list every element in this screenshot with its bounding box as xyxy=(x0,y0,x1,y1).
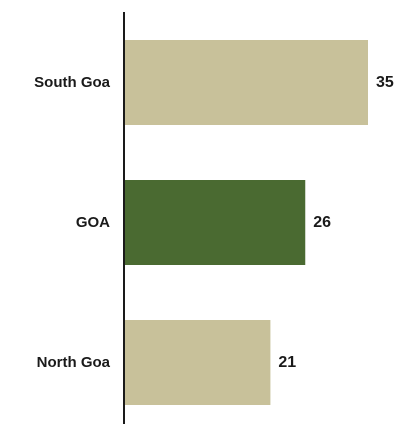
value-label-south-goa: 35 xyxy=(376,74,394,91)
value-labels-group: 35 26 21 xyxy=(278,74,393,371)
bars-group xyxy=(124,40,368,405)
bar-goa xyxy=(124,180,306,265)
value-label-north-goa: 21 xyxy=(278,354,296,371)
category-label-south-goa: South Goa xyxy=(34,74,110,91)
value-label-goa: 26 xyxy=(313,214,331,231)
category-labels-group: South Goa GOA North Goa xyxy=(34,74,110,371)
bar-south-goa xyxy=(124,40,368,125)
bar-north-goa xyxy=(124,320,271,405)
category-label-north-goa: North Goa xyxy=(37,354,111,371)
category-label-goa: GOA xyxy=(76,214,110,231)
